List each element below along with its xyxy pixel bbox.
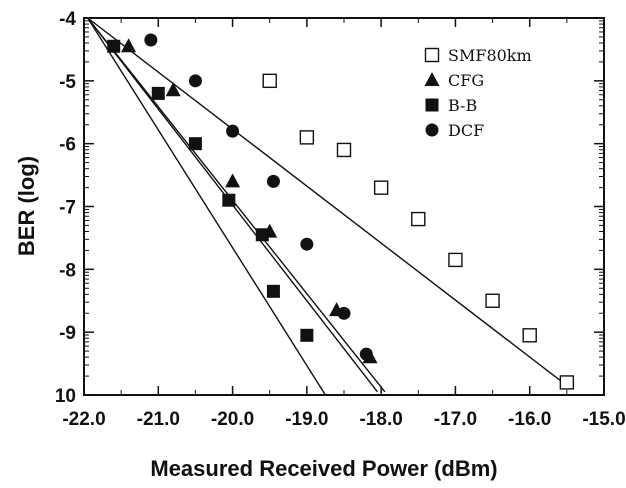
legend-label: CFG: [448, 71, 484, 90]
data-point: [225, 173, 241, 188]
legend-marker: [424, 47, 440, 63]
x-tick-label: -20.0: [211, 409, 254, 430]
data-points: [107, 33, 575, 390]
data-point: [300, 328, 314, 342]
y-tick-label: -4: [59, 9, 76, 30]
x-tick-label: -18.0: [359, 409, 402, 430]
y-tick-label: -8: [59, 260, 76, 281]
x-tick-label: -19.0: [285, 409, 328, 430]
data-point: [222, 193, 236, 207]
legend: SMF80km CFG B-B DCF: [424, 46, 532, 140]
x-tick-label: -17.0: [434, 409, 477, 430]
data-point: [300, 237, 314, 251]
data-point: [262, 73, 277, 89]
data-point: [522, 328, 537, 343]
legend-marker: [425, 123, 439, 137]
fit-line: [87, 17, 386, 393]
data-point: [255, 228, 269, 242]
x-tick-label: -16.0: [508, 409, 551, 430]
data-point: [107, 39, 121, 53]
data-point: [144, 33, 158, 47]
x-tick-label: -22.0: [62, 409, 105, 430]
data-point: [448, 252, 463, 268]
x-tick-label: -21.0: [137, 409, 180, 430]
data-point: [559, 375, 575, 390]
legend-label: SMF80km: [448, 46, 532, 65]
data-point: [411, 211, 426, 227]
legend-label: B-B: [448, 96, 477, 115]
data-point: [151, 86, 165, 100]
y-tick-label: -5: [59, 72, 76, 93]
data-point: [188, 74, 202, 88]
fit-lines: [87, 17, 568, 396]
axis-ticks: -4 -5 -6 -7 -8 -9 10-22.0 -21.0 -20.0 -19.0 -18.0 -…: [55, 9, 626, 430]
data-point: [359, 347, 373, 361]
y-tick-label: 10: [55, 386, 76, 407]
legend-marker: [425, 98, 439, 112]
data-point: [266, 284, 280, 298]
data-point: [373, 180, 389, 195]
y-axis-title: BER (log): [14, 156, 39, 256]
fit-line: [87, 17, 327, 396]
data-point: [266, 174, 280, 188]
y-tick-label: -7: [59, 198, 76, 219]
data-point: [485, 293, 500, 308]
data-point: [121, 38, 137, 53]
data-point: [299, 130, 315, 145]
legend-marker: [424, 72, 440, 86]
data-point: [336, 142, 352, 158]
data-point: [226, 124, 240, 138]
data-point: [188, 137, 202, 151]
fit-line: [87, 17, 568, 387]
data-point: [337, 306, 351, 320]
x-tick-label: -15.0: [582, 409, 625, 430]
y-tick-label: -6: [59, 135, 76, 156]
data-point: [165, 82, 181, 97]
legend-label: DCF: [448, 121, 484, 140]
y-tick-label: -9: [59, 323, 76, 344]
x-axis-title: Measured Received Power (dBm): [150, 456, 497, 481]
